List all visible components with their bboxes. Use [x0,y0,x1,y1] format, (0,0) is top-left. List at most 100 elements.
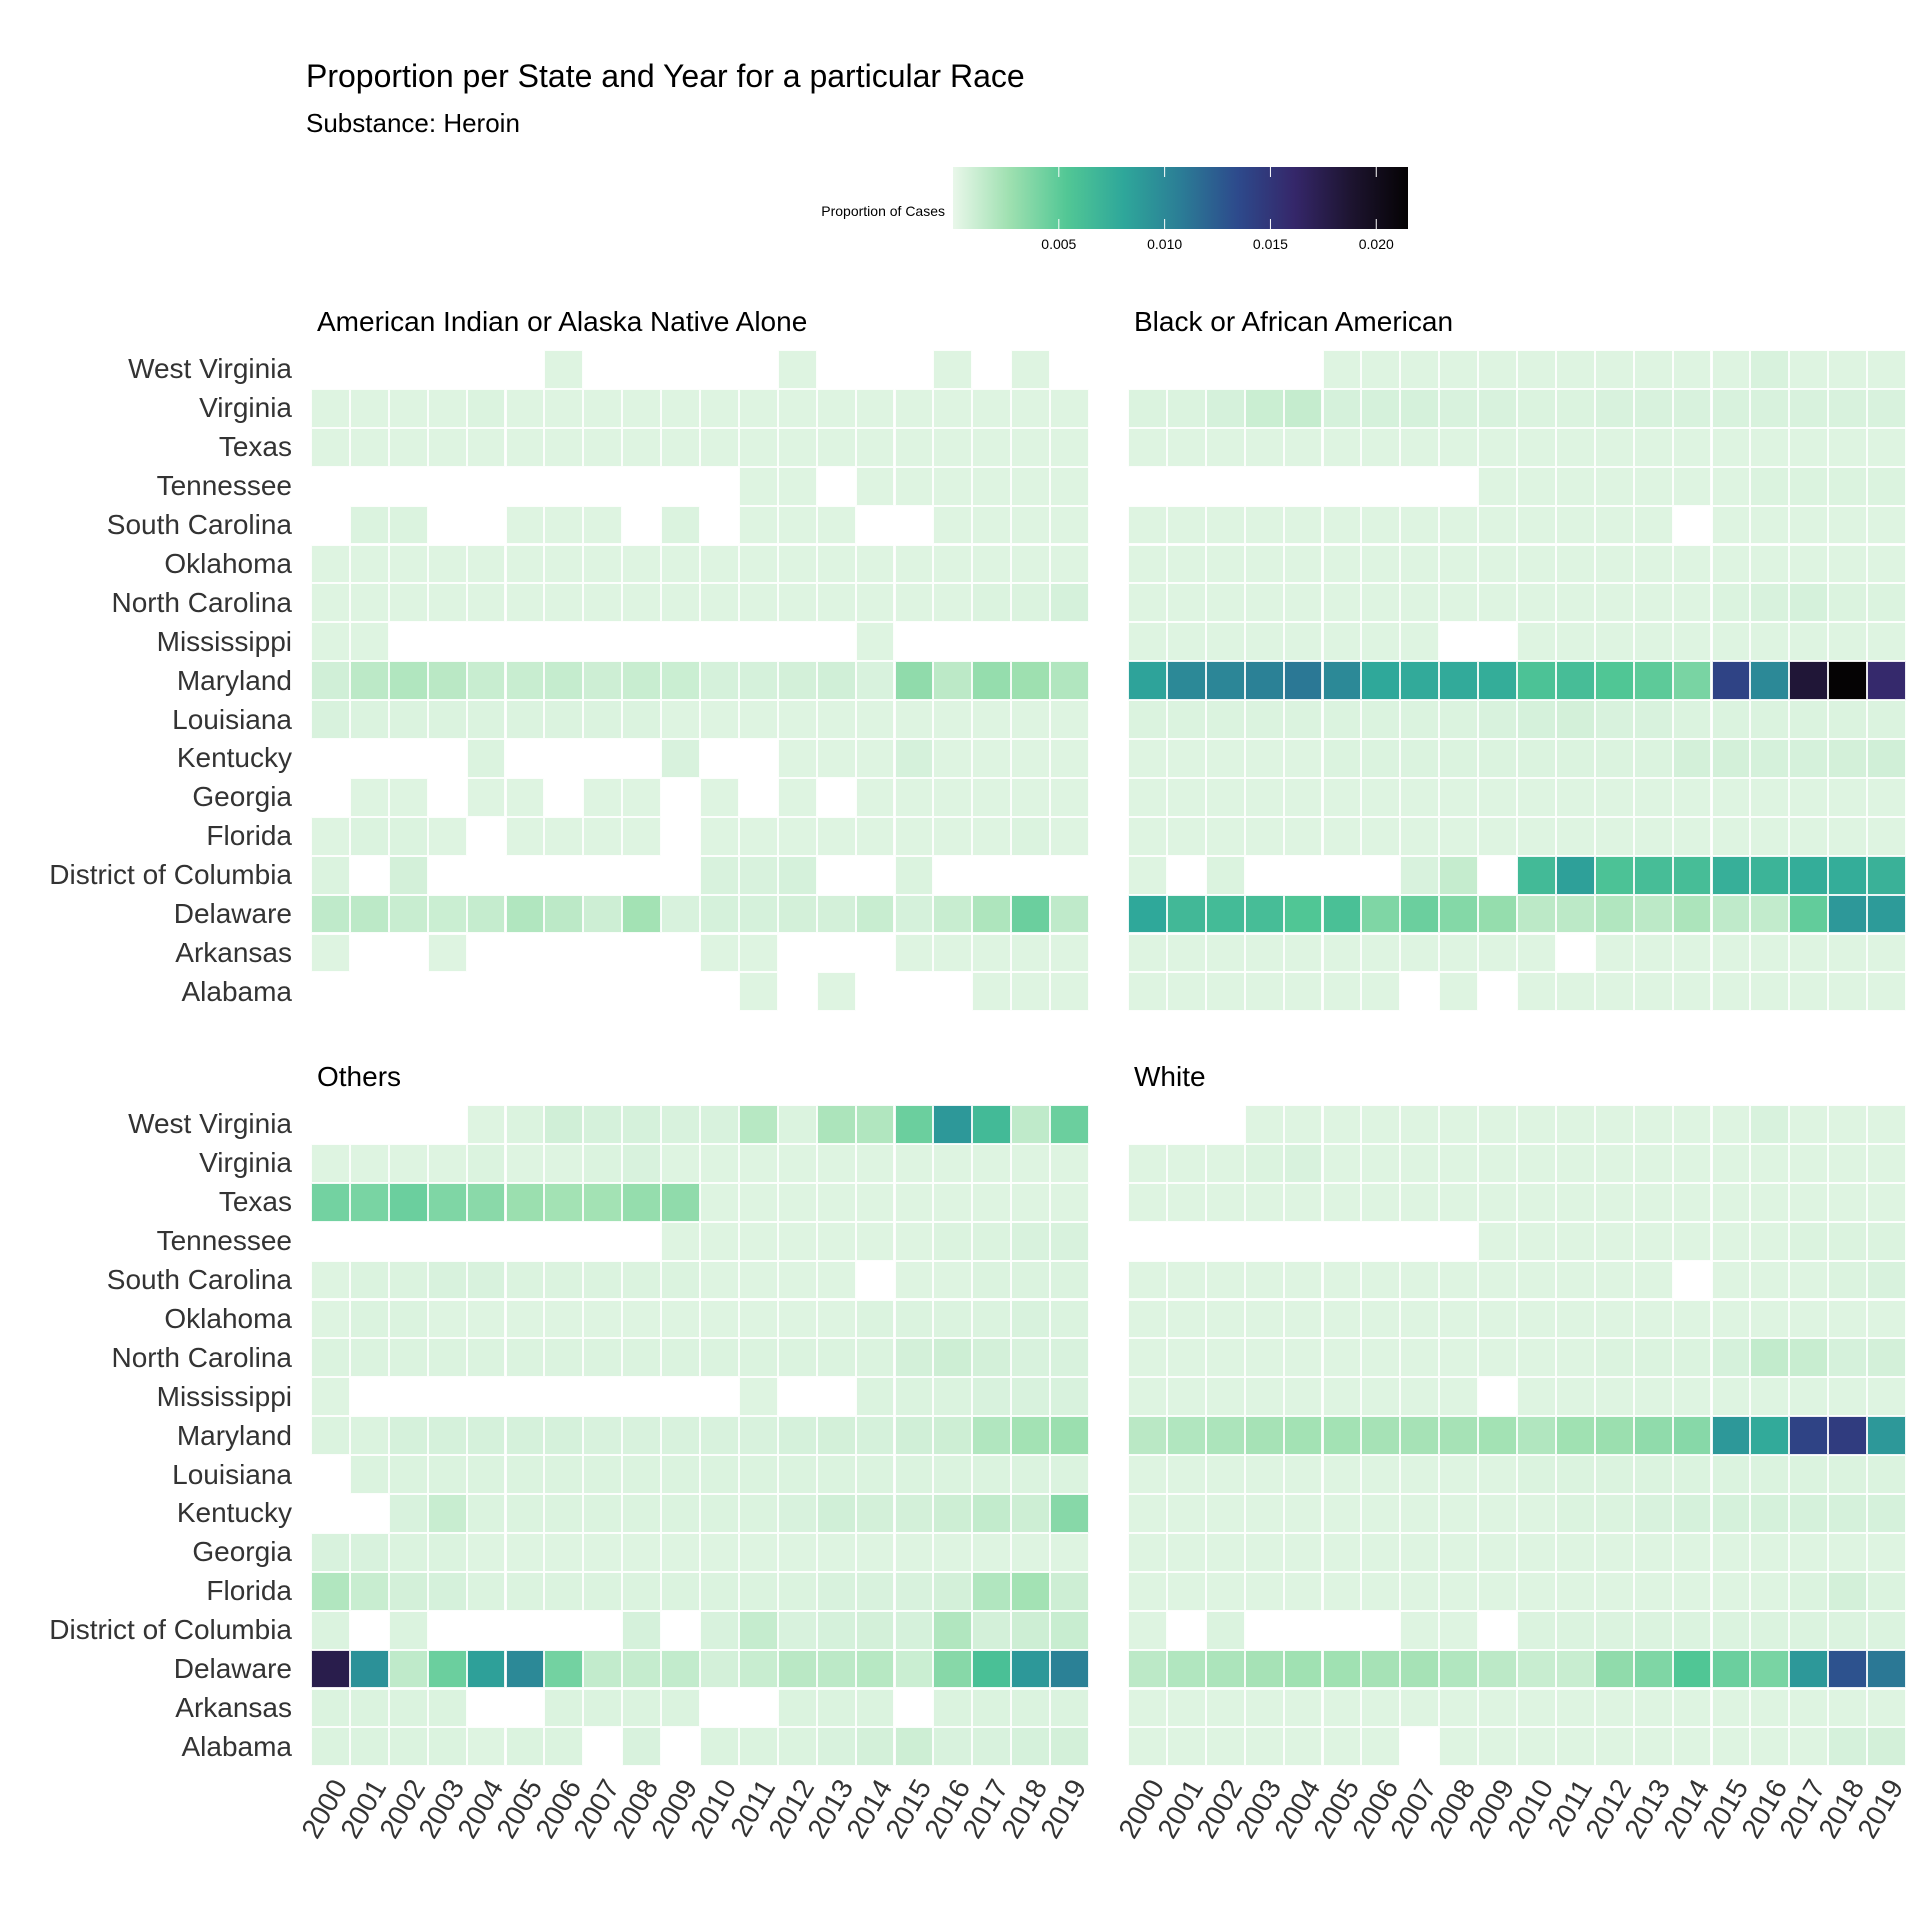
heatmap-cell [1400,1688,1440,1728]
heatmap-cell [1711,1143,1751,1183]
heatmap-cell [1555,894,1595,934]
heatmap-cell [894,1143,934,1183]
heatmap-cell [1555,466,1595,506]
heatmap-cell [933,1610,973,1650]
heatmap-cell [1322,1649,1362,1689]
heatmap-cell [1867,1143,1906,1183]
heatmap-cell [1750,661,1790,701]
heatmap-cell [816,1221,856,1261]
heatmap-cell [1244,933,1284,973]
heatmap-cell [505,1532,545,1572]
heatmap-cell [1750,1260,1790,1300]
heatmap-cell [1050,466,1089,506]
heatmap-cell [738,1221,778,1261]
heatmap-cell [1050,1377,1089,1417]
heatmap-cell [1633,816,1673,856]
heatmap-cell [1594,855,1634,895]
heatmap-cell [1594,894,1634,934]
heatmap-cell [1789,1610,1829,1650]
heatmap-cell [427,583,467,623]
heatmap-cell [466,739,506,778]
heatmap-cell [894,1105,934,1144]
heatmap-cell [1828,388,1868,428]
heatmap-cell [1439,388,1479,428]
heatmap-cell [1283,1143,1323,1183]
heatmap-cell [700,894,739,934]
heatmap-cell [1517,1455,1556,1494]
heatmap-cell [388,1688,428,1728]
heatmap-cell [1789,427,1829,467]
heatmap-cell [1711,1455,1751,1494]
heatmap-cell [1672,1727,1712,1767]
heatmap-cell [1283,816,1323,856]
heatmap-cell [1244,544,1284,584]
heatmap-cell [1633,1532,1673,1572]
heatmap-cell [1867,1494,1906,1533]
heatmap-cell [466,1105,506,1144]
heatmap-cell [1672,739,1712,778]
heatmap-cell [1439,855,1479,895]
heatmap-cell [816,1494,856,1533]
heatmap-cell [933,350,973,389]
heatmap-cell [388,855,428,895]
heatmap-cell [1011,1143,1051,1183]
heatmap-cell [1555,622,1595,662]
heatmap-cell [388,1416,428,1456]
heatmap-cell [1789,777,1829,817]
heatmap-cell [1711,972,1751,1012]
heatmap-cell [1050,1532,1089,1572]
heatmap-cell [505,388,545,428]
heatmap-cell [1205,583,1245,623]
heatmap-cell [1361,1338,1401,1378]
heatmap-cell [349,1727,389,1767]
heatmap-cell [894,1571,934,1611]
heatmap-cell [738,1105,778,1144]
heatmap-cell [1322,1143,1362,1183]
heatmap-cell [1050,700,1089,739]
heatmap-cell [1750,1610,1790,1650]
heatmap-cell [466,1143,506,1183]
heatmap-cell [505,1455,545,1494]
heatmap-cell [933,427,973,467]
y-tick-label: Mississippi [156,1380,292,1412]
heatmap-cell [1050,661,1089,701]
heatmap-cell [1867,1455,1906,1494]
heatmap-cell [1517,972,1556,1012]
heatmap-cell [466,1532,506,1572]
heatmap-cell [1517,622,1556,662]
heatmap-cell [1166,777,1206,817]
heatmap-cell [1166,1727,1206,1767]
heatmap-cell [1244,622,1284,662]
heatmap-cell [1828,1299,1868,1339]
y-tick-label: Florida [206,1575,292,1607]
heatmap-cell [311,388,350,428]
heatmap-cell [1789,1649,1829,1689]
heatmap-cell [1128,1377,1167,1417]
heatmap-cell [1789,505,1829,545]
heatmap-cell [1400,1377,1440,1417]
heatmap-cell [1128,1494,1167,1533]
heatmap-cell [1750,583,1790,623]
heatmap-cell [1361,622,1401,662]
chart-title: Proportion per State and Year for a part… [306,58,1025,94]
heatmap-cell [777,1143,817,1183]
y-tick-label: Oklahoma [164,1302,292,1334]
heatmap-cell [1283,544,1323,584]
heatmap-cell [1594,1260,1634,1300]
heatmap-cell [1633,1338,1673,1378]
y-tick-label: Delaware [173,1653,292,1685]
heatmap-cell [1594,1494,1634,1533]
heatmap-cell [1828,1532,1868,1572]
heatmap-cell [738,583,778,623]
heatmap-cell [1283,1727,1323,1767]
heatmap-cell [738,894,778,934]
heatmap-cell [1672,1221,1712,1261]
heatmap-cell [1166,622,1206,662]
heatmap-cell [1672,622,1712,662]
heatmap-cell [700,1105,739,1144]
y-tick-label: Delaware [173,898,292,930]
heatmap-cell [1322,505,1362,545]
heatmap-cell [349,583,389,623]
heatmap-cell [855,1182,895,1222]
heatmap-cell [1439,1649,1479,1689]
